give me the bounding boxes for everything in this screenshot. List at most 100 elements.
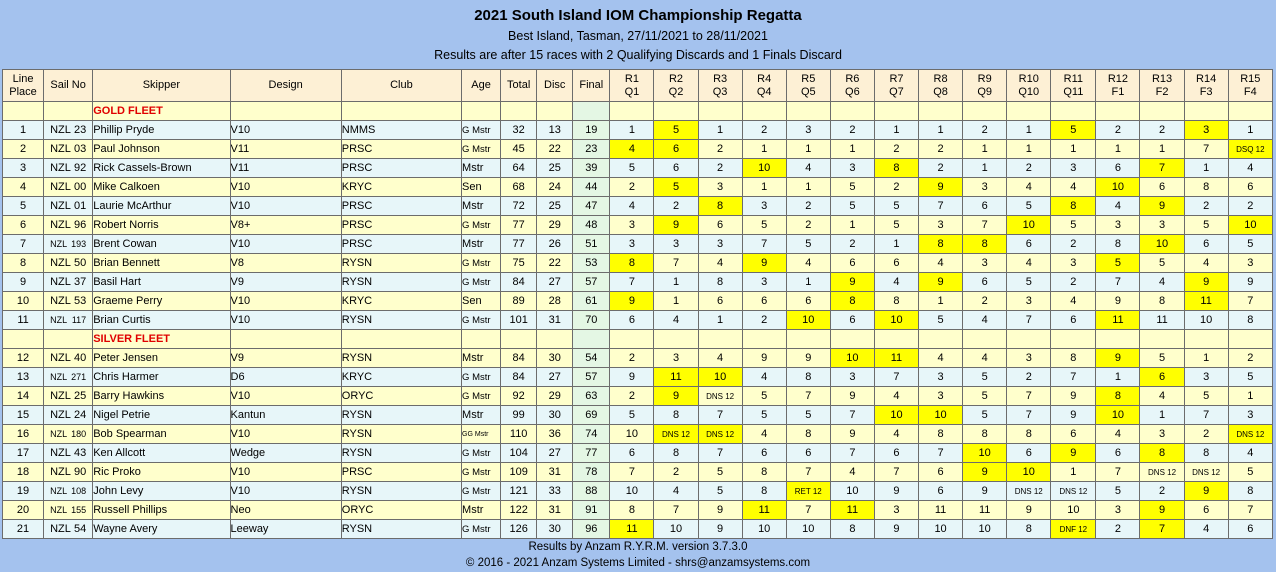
race-score: 2 [1095,120,1141,140]
race-score: 5 [653,177,699,197]
discard-points: 26 [536,234,574,254]
total-points: 84 [500,367,538,387]
race-score: 9 [1227,272,1274,292]
empty-cell [536,101,574,121]
col-race-11: R11 Q11 [1050,69,1097,102]
race-score: 4 [1095,424,1141,444]
empty-cell [340,329,463,349]
race-score: 3 [697,234,743,254]
empty-cell [1050,329,1097,349]
race-score: 2 [609,386,655,406]
race-score: 7 [785,500,831,520]
empty-cell [1095,329,1141,349]
race-score: 7 [653,500,699,520]
race-score: 3 [1050,158,1097,178]
footer-version: Results by Anzam R.Y.R.M. version 3.7.3.… [528,541,748,553]
race-score: 7 [829,443,875,463]
table-row: 19 NZL 108 John Levy V10 RYSN G Mstr 121 33 88 10 4… [1,481,1274,501]
race-score: 7 [918,196,964,216]
col-age: Age [461,69,502,102]
club: RYSN [340,272,463,292]
total-points: 122 [500,500,538,520]
race-score: 5 [1095,481,1141,501]
sail-no: NZL 23 [45,124,92,136]
empty-cell [500,329,538,349]
race-score: 8 [785,367,831,387]
line-place: 5 [1,196,45,216]
skipper-name: Barry Hawkins [92,386,231,406]
line-place: 3 [1,158,45,178]
boat-design: V11 [229,139,342,159]
table-row: 16 NZL 180 Bob Spearman V10 RYSN GG Mstr 110 36 7… [1,424,1274,444]
race-score: 4 [829,462,875,482]
empty-cell [829,101,875,121]
race-score: 4 [1050,177,1097,197]
empty-cell [461,101,502,121]
race-score: 4 [1227,443,1274,463]
empty-cell [43,101,94,121]
skipper-name: Peter Jensen [92,348,231,368]
sail-number: 01 [73,200,87,212]
sail-no: NZL 43 [45,447,92,459]
skipper-name: Laurie McArthur [92,196,231,216]
sail-number: 40 [73,352,87,364]
race-score: 10 [1006,462,1052,482]
skipper-name: Brian Bennett [92,253,231,273]
race-score: 7 [1227,500,1274,520]
final-points: 70 [572,310,611,330]
club: RYSN [340,481,463,501]
sail-number: 90 [73,466,87,478]
discard-points: 36 [536,424,574,444]
race-score: 9 [653,215,699,235]
col-race-3: R3 Q3 [697,69,743,102]
race-score: 6 [829,310,875,330]
race-score: 3 [785,120,831,140]
boat-design: V9 [229,272,342,292]
final-points: 23 [572,139,611,159]
race-score: 8 [873,291,920,311]
race-score: 1 [1183,158,1229,178]
race-score: 9 [785,348,831,368]
sail-nation: NZL [50,505,68,515]
total-points: 89 [500,291,538,311]
race-score: 2 [785,215,831,235]
total-points: 75 [500,253,538,273]
race-score: 5 [1095,253,1141,273]
final-points: 74 [572,424,611,444]
sail-number: 96 [73,219,87,231]
club: ORYC [340,500,463,520]
race-score: 5 [741,386,787,406]
sail-number: 53 [73,295,87,307]
race-score: 3 [918,367,964,387]
table-row: 11 NZL 117 Brian Curtis V10 RYSN G Mstr 101 31 70… [1,310,1274,330]
race-score: 8 [829,519,875,539]
sail-nation: NZL [50,429,68,439]
race-score: 8 [1227,481,1274,501]
sail-no: NZL 96 [45,219,92,231]
club: KRYC [340,177,463,197]
empty-cell [1006,101,1052,121]
race-score: 4 [1227,158,1274,178]
race-score: 6 [785,291,831,311]
age-category: Sen [461,177,502,197]
race-score: 9 [697,519,743,539]
race-score: 5 [918,310,964,330]
empty-cell [873,329,920,349]
empty-cell [536,329,574,349]
race-score: 6 [873,253,920,273]
club: RYSN [340,310,463,330]
race-score: 6 [1095,443,1141,463]
race-score: 10 [873,405,920,425]
race-score: 10 [873,310,920,330]
empty-cell [572,101,611,121]
race-score: 1 [873,120,920,140]
race-score: 8 [1095,234,1141,254]
race-score: 6 [697,215,743,235]
race-score: 1 [918,120,964,140]
race-score: 1 [653,291,699,311]
race-score: 1 [697,310,743,330]
sail-no: NZL 117 [45,315,92,325]
line-place: 21 [1,519,45,539]
race-score: 1 [785,177,831,197]
boat-design: D6 [229,367,342,387]
